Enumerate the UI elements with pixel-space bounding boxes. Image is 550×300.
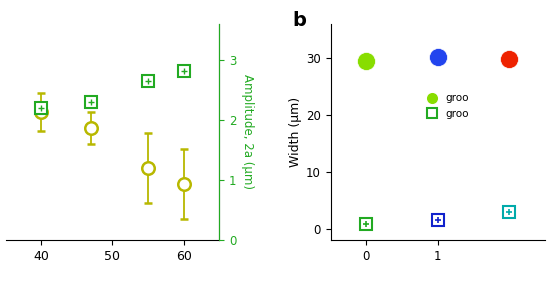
Y-axis label: Width (μm): Width (μm) — [289, 97, 302, 167]
Legend: groo, groo: groo, groo — [417, 89, 473, 123]
Text: b: b — [292, 11, 306, 30]
Y-axis label: Amplitude, 2a (μm): Amplitude, 2a (μm) — [241, 74, 254, 190]
